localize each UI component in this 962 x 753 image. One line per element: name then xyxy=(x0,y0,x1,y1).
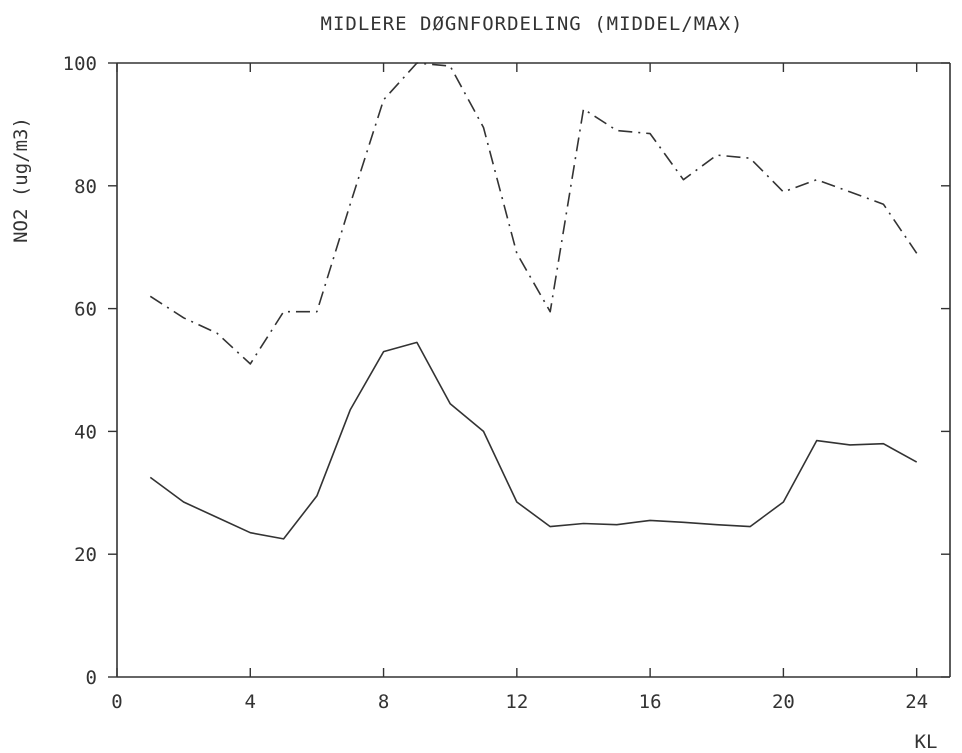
series-line-max xyxy=(149,62,918,365)
series-line-middel xyxy=(149,341,918,540)
chart-title: MIDLERE DØGNFORDELING (MIDDEL/MAX) xyxy=(321,13,744,35)
y-tick-label: 60 xyxy=(74,299,97,321)
y-tick-label: 0 xyxy=(86,667,97,689)
x-tick-label: 0 xyxy=(111,691,122,713)
y-tick-label: 100 xyxy=(63,53,97,75)
x-tick-label: 20 xyxy=(772,691,795,713)
x-tick-label: 8 xyxy=(378,691,389,713)
x-tick-label: 24 xyxy=(905,691,928,713)
x-axis-ticks: 0 4 8 12 16 20 24 xyxy=(111,63,928,713)
y-tick-label: 20 xyxy=(74,544,97,566)
x-tick-label: 4 xyxy=(245,691,256,713)
y-axis-label-group: NO2 (ug/m3) xyxy=(10,117,32,243)
series-lines xyxy=(149,62,918,540)
y-tick-label: 80 xyxy=(74,176,97,198)
x-axis-label: KL xyxy=(915,731,938,753)
plot-frame xyxy=(116,62,951,678)
y-axis-label: NO2 (ug/m3) xyxy=(10,117,32,243)
x-tick-label: 12 xyxy=(505,691,528,713)
y-tick-label: 40 xyxy=(74,421,97,443)
y-axis-ticks: 0 20 40 60 80 100 xyxy=(63,53,950,689)
x-tick-label: 16 xyxy=(639,691,662,713)
